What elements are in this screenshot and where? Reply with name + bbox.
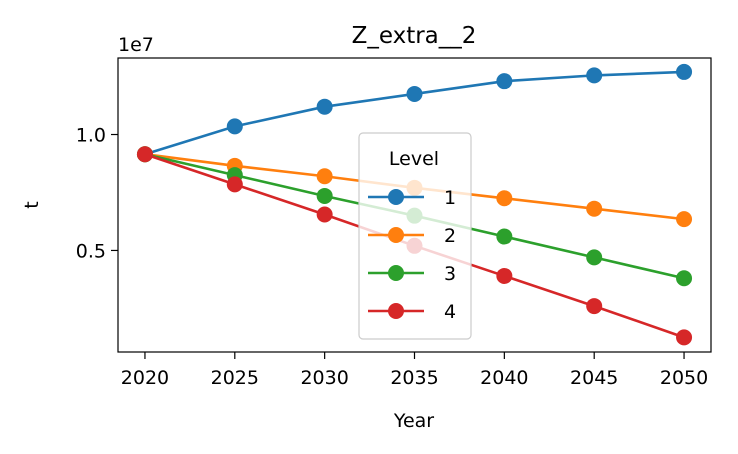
x-tick-label: 2035 — [390, 367, 438, 389]
data-point — [496, 267, 513, 284]
legend-marker — [388, 303, 404, 319]
legend-label: 1 — [444, 187, 456, 209]
x-tick-label: 2045 — [570, 367, 618, 389]
series-4 — [136, 146, 693, 346]
legend-marker — [388, 227, 404, 243]
legend-item-3: 3 — [368, 263, 456, 285]
data-point — [316, 206, 333, 223]
data-point — [676, 63, 693, 80]
data-point — [316, 168, 333, 185]
chart-title: Z_extra__2 — [352, 23, 477, 49]
data-point — [226, 118, 243, 135]
x-tick-label: 2025 — [211, 367, 259, 389]
y-axis-offset-label: 1e7 — [118, 34, 154, 56]
data-point — [316, 187, 333, 204]
data-point — [586, 200, 603, 217]
legend: Level 1 2 3 4 — [358, 132, 472, 340]
x-tick-label: 2030 — [300, 367, 348, 389]
x-tick-label: 2050 — [660, 367, 708, 389]
x-axis-label: Year — [393, 410, 434, 432]
legend-title: Level — [389, 148, 439, 170]
data-point — [496, 73, 513, 90]
data-point — [586, 67, 603, 84]
legend-marker — [388, 265, 404, 281]
data-point — [406, 85, 423, 102]
x-tick-label: 2040 — [480, 367, 528, 389]
data-point — [136, 146, 153, 163]
y-axis-label: t — [21, 201, 43, 208]
legend-label: 2 — [444, 225, 456, 247]
y-tick-label: 1.0 — [76, 125, 106, 147]
data-point — [676, 211, 693, 228]
data-point — [316, 98, 333, 115]
y-tick-label: 0.5 — [76, 240, 106, 262]
data-point — [586, 249, 603, 266]
legend-marker — [388, 189, 404, 205]
legend-label: 3 — [444, 263, 456, 285]
data-point — [226, 176, 243, 193]
legend-item-2: 2 — [368, 225, 456, 247]
data-point — [676, 329, 693, 346]
data-point — [496, 190, 513, 207]
legend-item-4: 4 — [368, 301, 456, 323]
data-point — [586, 298, 603, 315]
y-axis: 0.5 1.0 — [76, 125, 118, 262]
series-layer — [136, 63, 693, 346]
legend-item-1: 1 — [368, 187, 456, 209]
data-point — [676, 270, 693, 287]
data-point — [496, 228, 513, 245]
legend-label: 4 — [444, 301, 456, 323]
x-axis: 2020 2025 2030 2035 2040 2045 2050 — [121, 352, 708, 389]
x-tick-label: 2020 — [121, 367, 169, 389]
